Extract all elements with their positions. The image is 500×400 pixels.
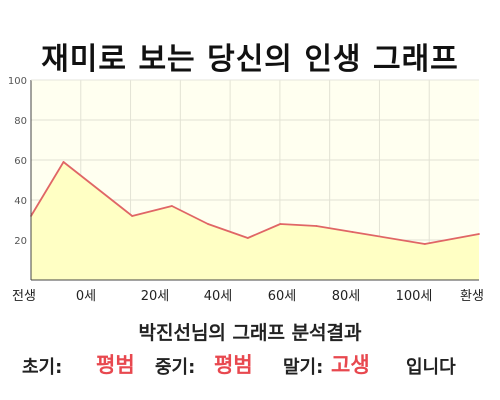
result-suffix: 입니다: [406, 357, 456, 378]
analysis-subtitle: 박진선님의 그래프 분석결과: [138, 322, 362, 344]
data-point: [478, 233, 480, 235]
data-point: [351, 231, 354, 233]
x-tick-label: 60세: [268, 289, 297, 304]
x-tick-label: 환생: [460, 289, 484, 304]
early-label: 초기:: [22, 357, 63, 378]
data-point: [171, 205, 173, 207]
data-point: [207, 223, 209, 225]
data-point: [279, 223, 282, 225]
x-tick-label: 전생: [12, 289, 36, 304]
x-tick-label: 20세: [141, 289, 170, 304]
y-tick-label: 80: [14, 116, 27, 127]
data-point: [131, 215, 134, 217]
late-label: 말기:: [283, 357, 324, 378]
analysis-result: 초기: 평범 중기: 평범 말기: 고생 입니다: [0, 347, 500, 379]
x-tick-label: 100세: [396, 289, 433, 304]
middle-value: 평범: [214, 353, 253, 377]
y-tick-label: 40: [14, 196, 27, 207]
data-point: [246, 237, 249, 239]
data-point: [315, 225, 318, 227]
data-area: [31, 162, 479, 280]
page-title: 재미로 보는 당신의 인생 그래프: [41, 42, 459, 77]
x-tick-label: 40세: [204, 289, 233, 304]
middle-label: 중기:: [155, 357, 196, 378]
x-tick-label: 80세: [332, 289, 361, 304]
y-tick-label: 60: [14, 156, 27, 167]
x-tick-label: 0세: [76, 289, 96, 304]
late-value: 고생: [331, 353, 370, 377]
early-value: 평범: [96, 353, 135, 377]
data-point: [62, 161, 65, 163]
data-point: [423, 243, 426, 245]
y-tick-label: 20: [14, 236, 27, 247]
y-tick-label: 100: [8, 76, 27, 87]
